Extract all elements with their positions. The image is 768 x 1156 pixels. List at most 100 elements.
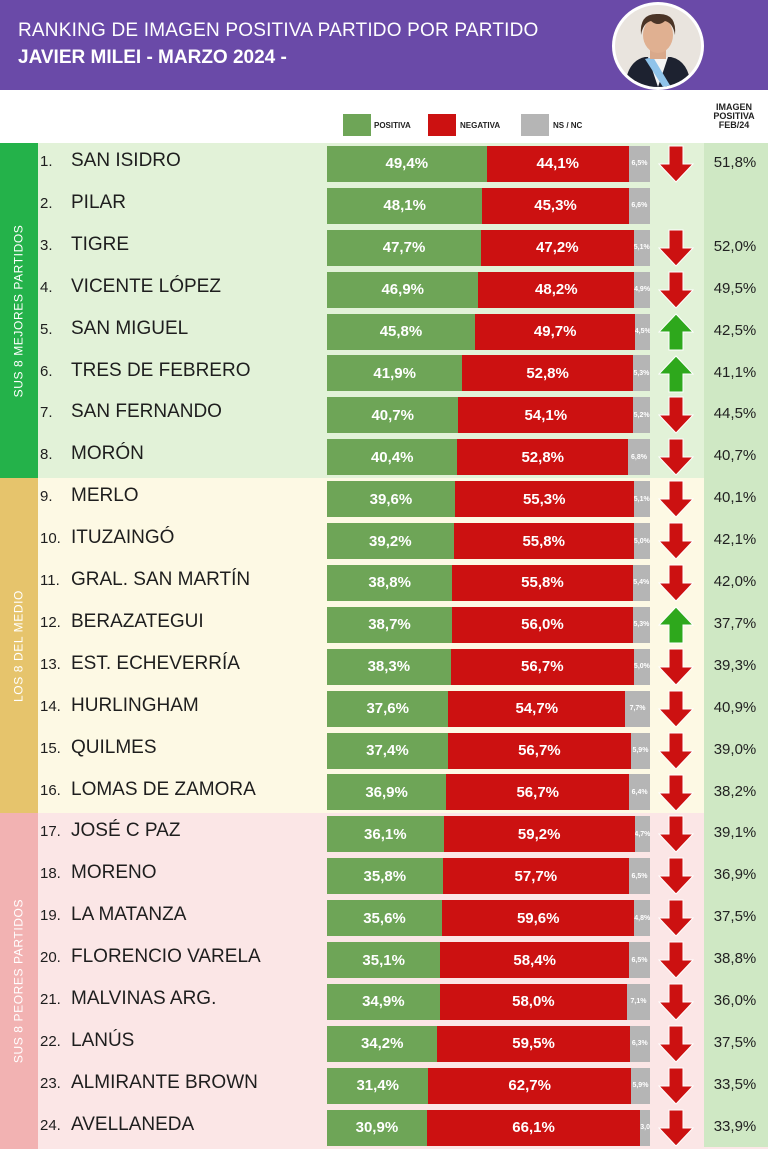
bar-positiva: 39,2% bbox=[327, 523, 454, 560]
bar-negativa-value: 56,7% bbox=[516, 783, 560, 801]
bar-positiva: 31,4% bbox=[327, 1067, 429, 1104]
bar-positiva: 36,1% bbox=[327, 816, 444, 853]
bar-nsnc-value: 5,3% bbox=[633, 369, 650, 377]
feb-value: 40,1% bbox=[713, 489, 757, 507]
rank-number: 14. bbox=[40, 697, 61, 715]
bar-positiva-value: 35,6% bbox=[363, 909, 406, 927]
bar-negativa-value: 66,1% bbox=[512, 1119, 555, 1137]
municipality-label: 7. SAN FERNANDO bbox=[40, 401, 222, 423]
bar-negativa: 55,3% bbox=[454, 481, 634, 518]
municipality-name: SAN ISIDRO bbox=[71, 150, 181, 171]
bar-nsnc: 6,4% bbox=[629, 774, 650, 811]
municipality-label: 24. AVELLANEDA bbox=[40, 1114, 194, 1136]
feb-value: 44,5% bbox=[713, 405, 757, 423]
bar-negativa: 55,8% bbox=[452, 564, 633, 601]
municipality-name: GRAL. SAN MARTÍN bbox=[71, 569, 251, 590]
group-stripe bbox=[0, 813, 38, 1149]
bar-nsnc: 4,7% bbox=[634, 816, 650, 853]
bar-negativa: 62,7% bbox=[428, 1067, 631, 1104]
bar-nsnc: 5,0% bbox=[633, 648, 650, 685]
bar-negativa: 57,7% bbox=[442, 858, 629, 895]
municipality-label: 17. JOSÉ C PAZ bbox=[40, 820, 180, 842]
bar-nsnc-value: 7,7% bbox=[629, 705, 646, 713]
arrow-down-icon bbox=[657, 1108, 695, 1148]
municipality-name: HURLINGHAM bbox=[71, 694, 199, 716]
bar-positiva-value: 36,1% bbox=[364, 825, 407, 843]
feb-value: 36,0% bbox=[713, 992, 757, 1009]
bar-negativa-value: 62,7% bbox=[508, 1077, 551, 1095]
bar-negativa-value: 56,7% bbox=[518, 742, 561, 760]
municipality-label: 14. HURLINGHAM bbox=[40, 695, 199, 717]
group-stripe bbox=[0, 143, 38, 479]
bar-positiva-value: 36,9% bbox=[365, 783, 408, 801]
bar-nsnc: 3,0 bbox=[640, 1109, 650, 1146]
bar-nsnc: 7,7% bbox=[625, 690, 650, 727]
bar-nsnc: 6,5% bbox=[629, 942, 650, 979]
bar-nsnc: 4,5% bbox=[635, 313, 650, 350]
bar-nsnc: 5,1% bbox=[633, 481, 650, 518]
bar-nsnc-value: 6,5% bbox=[631, 872, 648, 880]
bar-negativa-value: 59,2% bbox=[517, 825, 561, 843]
arrow-down-icon bbox=[657, 814, 695, 854]
municipality-label: 5. SAN MIGUEL bbox=[40, 318, 188, 340]
municipality-name: EST. ECHEVERRÍA bbox=[71, 652, 240, 674]
bar-negativa: 47,2% bbox=[481, 229, 634, 266]
bar-negativa: 48,2% bbox=[478, 271, 635, 308]
rank-number: 18. bbox=[40, 865, 61, 883]
bar-nsnc: 4,8% bbox=[634, 900, 650, 937]
feb-value: 37,5% bbox=[713, 1033, 757, 1051]
rank-number: 17. bbox=[40, 823, 61, 841]
feb-column-header: IMAGEN POSITIVA FEB/24 bbox=[704, 103, 764, 130]
feb-value: 52,0% bbox=[713, 237, 757, 255]
rank-number: 1. bbox=[40, 153, 53, 170]
municipality-name: MORENO bbox=[71, 862, 157, 884]
municipality-label: 6. TRES DE FEBRERO bbox=[40, 360, 250, 382]
bar-positiva-value: 49,4% bbox=[385, 155, 429, 173]
municipality-label: 16. LOMAS DE ZAMORA bbox=[40, 779, 256, 801]
feb-column-background bbox=[704, 143, 768, 1147]
arrow-down-icon bbox=[657, 982, 695, 1022]
municipality-label: 4. VICENTE LÓPEZ bbox=[40, 276, 221, 298]
rank-number: 13. bbox=[40, 655, 61, 673]
municipality-name: LANÚS bbox=[71, 1029, 135, 1051]
group-label: SUS 8 MEJORES PARTIDOS bbox=[12, 224, 26, 397]
bar-positiva-value: 46,9% bbox=[381, 281, 425, 299]
municipality-label: 21. MALVINAS ARG. bbox=[40, 988, 216, 1010]
municipality-label: 20. FLORENCIO VARELA bbox=[40, 946, 261, 968]
feb-value: 37,5% bbox=[713, 908, 757, 926]
arrow-down-icon bbox=[657, 689, 695, 729]
bar-nsnc-value: 4,9% bbox=[634, 286, 650, 294]
bar-positiva-value: 34,2% bbox=[360, 1035, 404, 1053]
arrow-down-icon bbox=[657, 731, 695, 771]
arrow-down-icon bbox=[657, 563, 695, 603]
bar-positiva-value: 40,7% bbox=[371, 406, 414, 424]
chart-title: RANKING DE IMAGEN POSITIVA PARTIDO POR P… bbox=[18, 20, 539, 41]
feb-value: 39,3% bbox=[713, 656, 757, 674]
rank-number: 16. bbox=[40, 781, 61, 799]
bar-positiva: 37,6% bbox=[327, 690, 449, 727]
bar-positiva-value: 35,8% bbox=[363, 867, 407, 885]
group-label: LOS 8 DEL MEDIO bbox=[12, 589, 26, 702]
bar-nsnc-value: 5,0% bbox=[633, 663, 650, 671]
rank-number: 11. bbox=[40, 572, 60, 589]
bar-nsnc: 4,9% bbox=[634, 271, 650, 308]
bar-nsnc-value: 6,6% bbox=[631, 202, 648, 210]
bar-positiva: 35,6% bbox=[327, 900, 442, 937]
bar-positiva-value: 38,8% bbox=[368, 574, 411, 592]
arrow-down-icon bbox=[657, 1024, 695, 1064]
municipality-label: 10. ITUZAINGÓ bbox=[40, 527, 174, 549]
bar-nsnc-value: 6,4% bbox=[631, 788, 648, 796]
bar-negativa: 55,8% bbox=[453, 523, 634, 560]
bar-positiva: 34,2% bbox=[327, 1025, 438, 1062]
bar-nsnc-value: 3,0 bbox=[640, 1124, 650, 1132]
group-label: SUS 8 PEORES PARTIDOS bbox=[12, 898, 26, 1064]
bar-negativa: 56,7% bbox=[446, 774, 630, 811]
bar-positiva: 38,7% bbox=[327, 606, 452, 643]
bar-positiva: 37,4% bbox=[327, 732, 448, 769]
rank-number: 21. bbox=[40, 991, 61, 1008]
bar-positiva-value: 39,6% bbox=[369, 490, 413, 508]
bar-negativa: 52,8% bbox=[462, 355, 633, 392]
bar-nsnc: 7,1% bbox=[627, 983, 650, 1020]
bar-negativa-value: 45,3% bbox=[534, 197, 577, 215]
feb-value: 51,8% bbox=[713, 154, 757, 171]
